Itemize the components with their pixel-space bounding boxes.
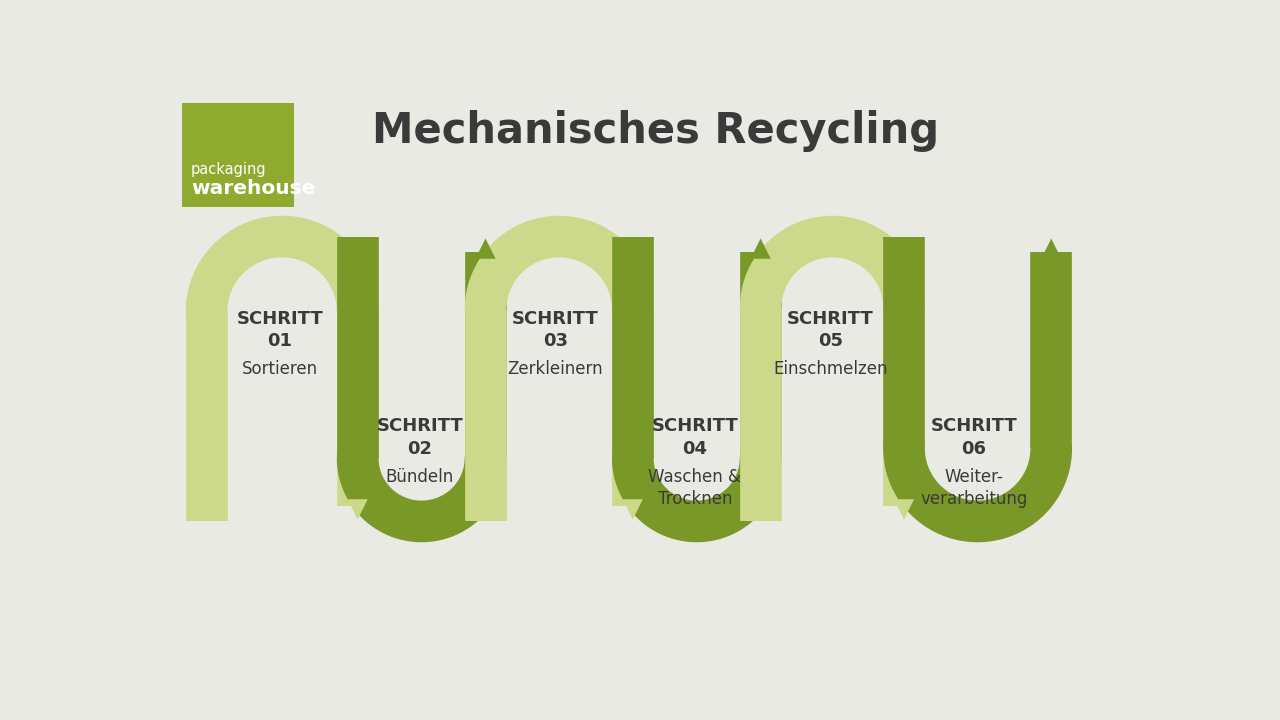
FancyBboxPatch shape <box>182 104 294 207</box>
Text: Weiter-
verarbeitung: Weiter- verarbeitung <box>920 467 1028 508</box>
Text: Sortieren: Sortieren <box>242 360 319 378</box>
Text: warehouse: warehouse <box>191 179 315 197</box>
Text: SCHRITT
01: SCHRITT 01 <box>237 310 324 350</box>
Text: SCHRITT
03: SCHRITT 03 <box>512 310 599 350</box>
Text: Zerkleinern: Zerkleinern <box>507 360 603 378</box>
Text: SCHRITT
06: SCHRITT 06 <box>931 418 1018 458</box>
Text: SCHRITT
05: SCHRITT 05 <box>787 310 874 350</box>
Text: Bündeln: Bündeln <box>385 467 453 485</box>
Text: Waschen &
Trocknen: Waschen & Trocknen <box>648 467 741 508</box>
Text: Mechanisches Recycling: Mechanisches Recycling <box>372 110 940 152</box>
Text: SCHRITT
02: SCHRITT 02 <box>376 418 463 458</box>
Text: Einschmelzen: Einschmelzen <box>773 360 887 378</box>
Text: SCHRITT
04: SCHRITT 04 <box>652 418 739 458</box>
Text: packaging: packaging <box>191 162 266 177</box>
